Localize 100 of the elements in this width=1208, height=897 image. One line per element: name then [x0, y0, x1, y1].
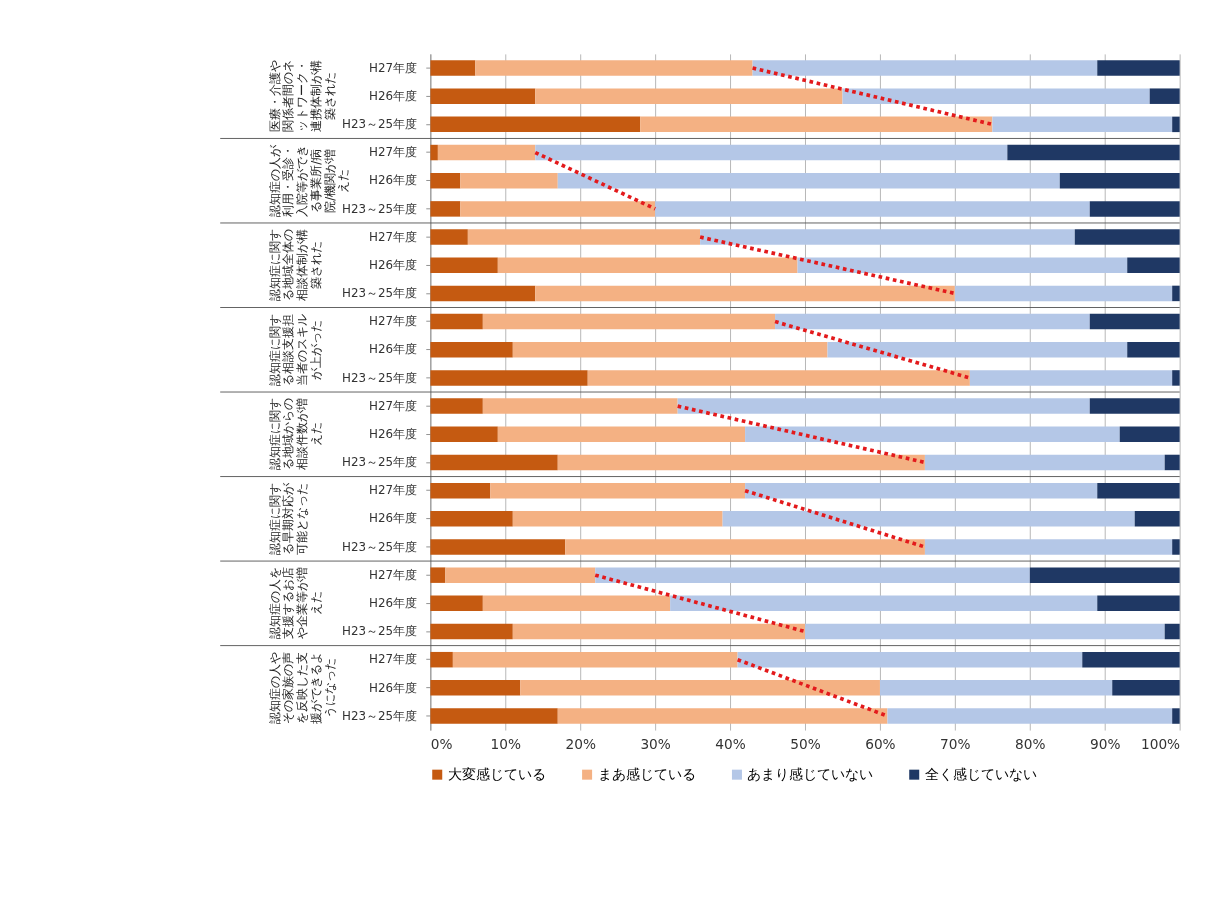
bar [722, 511, 1135, 527]
bar [587, 370, 970, 386]
y-tick-label: H27年度 [369, 314, 418, 329]
bar [1112, 680, 1180, 696]
y-tick-label: H23～25年度 [342, 539, 418, 554]
bar [512, 623, 806, 640]
bar [1082, 651, 1180, 668]
y-tick-label: H23～25年度 [342, 708, 418, 723]
bar [1097, 60, 1180, 76]
bar [430, 398, 483, 414]
bar [430, 708, 558, 724]
x-tick-label: 30% [640, 735, 671, 752]
bar [430, 623, 513, 640]
bar [512, 511, 723, 527]
y-tick-label: H26年度 [369, 257, 418, 272]
text: 認知症に関する地域全体の相談体制が構築された [267, 229, 323, 302]
y-tick-label: H23～25年度 [342, 201, 418, 216]
y-tick-label: H27年度 [369, 60, 418, 75]
bar [752, 60, 1098, 76]
bar [1119, 426, 1180, 443]
bar [430, 426, 498, 443]
bar [437, 144, 536, 161]
y-tick-label: H23～25年度 [342, 286, 418, 301]
bar [700, 229, 1075, 245]
bar [565, 539, 925, 555]
y-tick-label: H27年度 [369, 652, 418, 667]
bar [1164, 454, 1180, 471]
bar [497, 426, 746, 443]
text: 認知症に関する相談支援担当者のスキルが上がった [267, 313, 323, 386]
x-tick-label: 100% [1140, 735, 1181, 752]
y-tick-label: H27年度 [369, 483, 418, 498]
y-tick-label: H27年度 [369, 229, 418, 244]
text: 認知症の人を支援するお店や企業等が増えた [267, 567, 323, 640]
bar [557, 708, 888, 724]
bar [460, 172, 558, 189]
bar [490, 482, 746, 499]
bar [535, 88, 843, 104]
y-tick-label: H27年度 [369, 145, 418, 160]
x-tick-label: 50% [790, 735, 821, 752]
x-tick-label: 90% [1089, 735, 1121, 752]
bar [1149, 88, 1180, 104]
bar [1172, 539, 1180, 555]
bar [954, 285, 1173, 302]
x-tick-label: 40% [715, 735, 746, 752]
y-tick-label: H26年度 [369, 426, 418, 441]
bar [430, 370, 588, 386]
bar [827, 342, 1128, 358]
bar [430, 257, 498, 273]
bar [1059, 172, 1180, 189]
legend-label: あまり感じていない [747, 766, 874, 783]
bar [460, 201, 656, 217]
bar [430, 539, 566, 555]
bar [535, 144, 1008, 161]
bar [1074, 229, 1180, 245]
bar [430, 116, 641, 133]
bar [924, 454, 1165, 471]
bar [1089, 313, 1180, 330]
y-tick-label: H26年度 [369, 342, 418, 357]
bar [430, 454, 558, 471]
bar [797, 257, 1128, 273]
text: 認知症に関する地域からの相談件数が増えた [267, 398, 323, 471]
x-tick-label: 0% [430, 735, 453, 752]
bar [430, 342, 513, 358]
y-tick-label: H26年度 [369, 173, 418, 188]
bar [1097, 482, 1180, 499]
bar [520, 680, 880, 696]
y-tick-label: H26年度 [369, 595, 418, 610]
legend-label: 全く感じていない [924, 766, 1037, 783]
bar [1089, 398, 1180, 414]
bar [475, 60, 753, 76]
bar [1127, 257, 1180, 273]
bar [655, 201, 1090, 217]
bar [430, 313, 483, 330]
bar [805, 623, 1165, 640]
y-tick-label: H26年度 [369, 680, 418, 695]
bar [887, 708, 1173, 724]
y-tick-label: H23～25年度 [342, 624, 418, 639]
y-tick-label: H23～25年度 [342, 455, 418, 470]
bar [737, 651, 1083, 668]
bar [482, 595, 671, 612]
y-tick-label: H23～25年度 [342, 370, 418, 385]
bar [430, 201, 461, 217]
bar [677, 398, 1090, 414]
bar [745, 426, 1120, 443]
bar [497, 257, 798, 273]
bar [1164, 623, 1180, 640]
bar [670, 595, 1098, 612]
bar [775, 313, 1090, 330]
x-tick-label: 70% [940, 735, 971, 752]
bar [430, 651, 453, 668]
bar [482, 398, 678, 414]
text: 認知症に関する早期対応が可能となった [267, 481, 310, 555]
legend-label: 大変感じている [447, 766, 546, 783]
bar [992, 116, 1173, 133]
bar [1127, 342, 1180, 358]
bar [1097, 595, 1180, 612]
x-tick-label: 80% [1015, 735, 1046, 752]
bar [445, 567, 596, 583]
bar [595, 567, 1030, 583]
bar [430, 60, 476, 76]
